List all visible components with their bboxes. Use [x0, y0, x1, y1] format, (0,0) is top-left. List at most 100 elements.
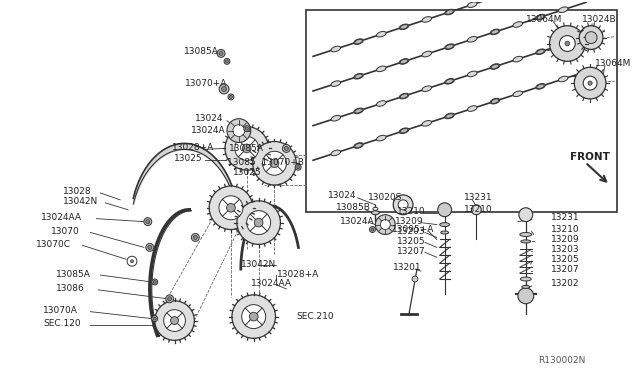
Ellipse shape — [445, 44, 453, 49]
Circle shape — [242, 305, 266, 328]
Text: 13207: 13207 — [397, 247, 426, 256]
Circle shape — [519, 208, 532, 222]
Circle shape — [131, 260, 134, 263]
Circle shape — [146, 243, 154, 251]
Circle shape — [148, 246, 152, 249]
Text: 13203: 13203 — [397, 227, 426, 236]
Circle shape — [253, 141, 296, 185]
Ellipse shape — [355, 143, 362, 148]
Ellipse shape — [490, 64, 500, 69]
Ellipse shape — [491, 30, 499, 34]
Ellipse shape — [440, 222, 450, 227]
Circle shape — [295, 164, 301, 170]
Ellipse shape — [467, 36, 477, 42]
Ellipse shape — [399, 24, 409, 30]
Circle shape — [168, 297, 172, 301]
Text: 13202: 13202 — [550, 279, 579, 288]
Ellipse shape — [490, 29, 500, 35]
Text: 13070: 13070 — [51, 227, 79, 236]
Circle shape — [559, 36, 575, 51]
Ellipse shape — [445, 113, 454, 119]
Ellipse shape — [400, 59, 408, 64]
Circle shape — [371, 228, 374, 231]
Circle shape — [472, 205, 481, 215]
Circle shape — [225, 126, 269, 170]
Text: SEC.210: SEC.210 — [296, 312, 334, 321]
Circle shape — [550, 26, 585, 61]
Ellipse shape — [559, 7, 568, 13]
Circle shape — [153, 317, 156, 320]
Circle shape — [412, 276, 418, 282]
Circle shape — [297, 166, 300, 169]
Text: 13085B: 13085B — [336, 203, 371, 212]
Circle shape — [398, 200, 408, 210]
Ellipse shape — [354, 73, 364, 79]
Circle shape — [227, 203, 236, 212]
Circle shape — [574, 67, 606, 99]
Circle shape — [233, 125, 244, 137]
Text: 13201: 13201 — [393, 263, 422, 272]
Circle shape — [586, 33, 596, 42]
Ellipse shape — [537, 49, 544, 54]
Text: 13095+A: 13095+A — [392, 225, 435, 234]
Text: 13085A: 13085A — [56, 270, 91, 279]
Ellipse shape — [490, 98, 500, 104]
Text: 13209: 13209 — [395, 217, 424, 226]
Circle shape — [518, 288, 534, 304]
Circle shape — [127, 256, 137, 266]
Circle shape — [153, 280, 156, 283]
Ellipse shape — [445, 44, 454, 49]
Ellipse shape — [354, 108, 364, 114]
Ellipse shape — [522, 285, 530, 288]
Circle shape — [237, 201, 280, 244]
Ellipse shape — [445, 79, 453, 84]
Ellipse shape — [331, 150, 340, 156]
Circle shape — [579, 26, 603, 49]
Text: 13070C: 13070C — [36, 240, 71, 249]
Circle shape — [270, 159, 279, 168]
Text: 13020S: 13020S — [367, 193, 402, 202]
Circle shape — [380, 219, 390, 230]
Text: 13070A: 13070A — [43, 306, 78, 315]
Ellipse shape — [513, 22, 522, 27]
Circle shape — [254, 218, 263, 227]
Ellipse shape — [400, 94, 408, 98]
Text: 13086: 13086 — [56, 285, 84, 294]
Ellipse shape — [559, 42, 568, 47]
Ellipse shape — [536, 14, 545, 20]
Ellipse shape — [400, 25, 408, 29]
Text: 13028: 13028 — [63, 187, 92, 196]
Text: 13085A: 13085A — [229, 144, 264, 153]
Text: 13024: 13024 — [195, 114, 224, 123]
Ellipse shape — [422, 51, 431, 57]
Ellipse shape — [445, 78, 454, 84]
Ellipse shape — [354, 39, 364, 44]
Ellipse shape — [467, 106, 477, 111]
Ellipse shape — [445, 114, 453, 118]
Circle shape — [246, 211, 271, 235]
Circle shape — [146, 219, 150, 224]
Text: 13024: 13024 — [328, 192, 356, 201]
Circle shape — [209, 186, 253, 230]
Circle shape — [250, 312, 258, 321]
Ellipse shape — [445, 9, 454, 15]
Text: 13025: 13025 — [233, 168, 262, 177]
Circle shape — [191, 234, 199, 241]
Text: 13028+A: 13028+A — [276, 270, 319, 279]
Ellipse shape — [331, 115, 340, 121]
Circle shape — [228, 94, 234, 100]
Circle shape — [565, 41, 570, 46]
Circle shape — [129, 258, 135, 264]
Circle shape — [244, 126, 250, 132]
Text: 13028+A: 13028+A — [172, 143, 214, 152]
Ellipse shape — [513, 91, 522, 97]
Text: 13024AA: 13024AA — [251, 279, 292, 288]
Circle shape — [225, 60, 228, 63]
Ellipse shape — [376, 101, 386, 106]
Ellipse shape — [373, 207, 378, 210]
Text: 13210: 13210 — [465, 205, 493, 214]
Ellipse shape — [513, 56, 522, 62]
Ellipse shape — [467, 71, 477, 77]
Text: 13203: 13203 — [550, 245, 579, 254]
Circle shape — [193, 235, 197, 240]
